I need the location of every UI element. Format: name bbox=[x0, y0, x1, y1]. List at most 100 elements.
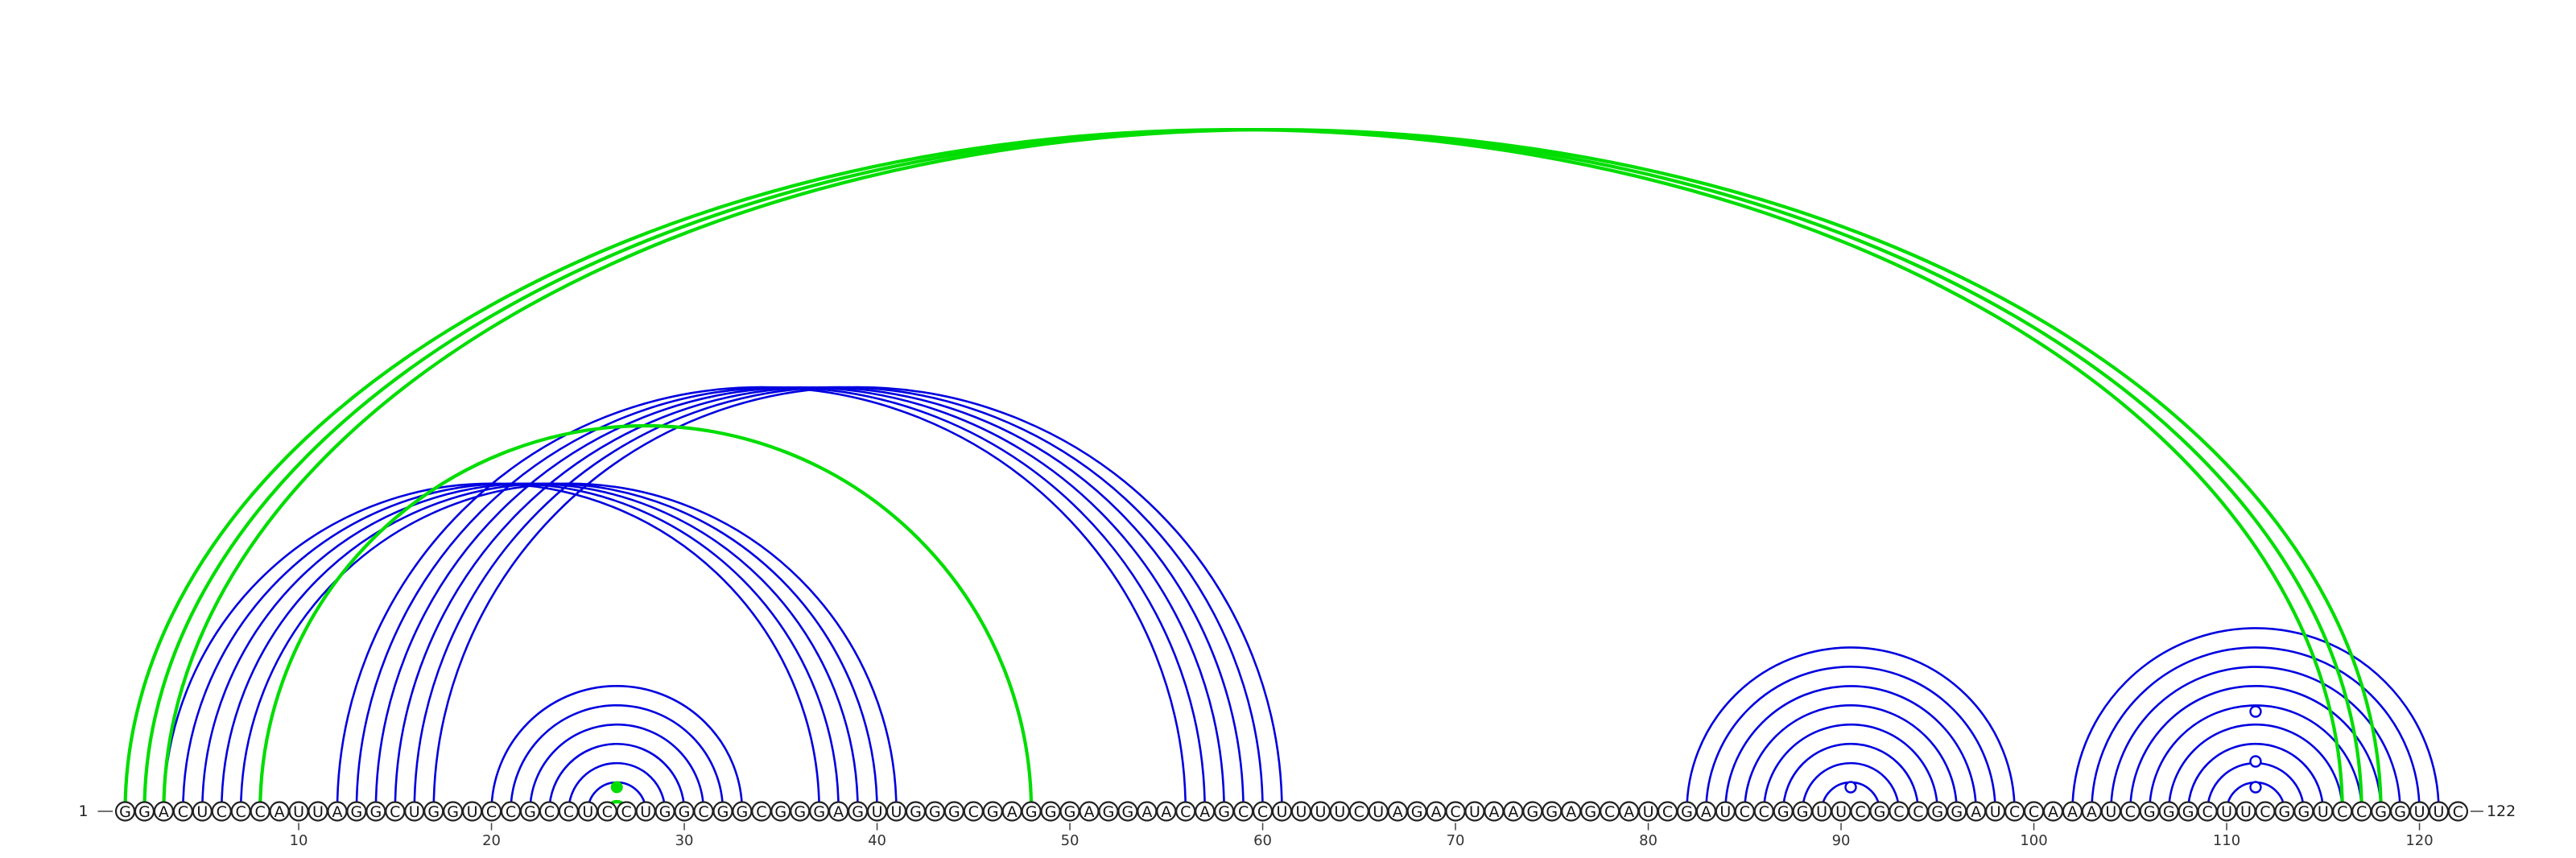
nucleotide-letter: A bbox=[1488, 803, 1499, 821]
nucleotide: G bbox=[1522, 801, 1543, 822]
nucleotide-letter: U bbox=[1295, 803, 1307, 821]
nucleotide-letter: U bbox=[872, 803, 883, 821]
nucleotide-letter: C bbox=[2356, 803, 2367, 821]
nucleotide: C bbox=[539, 801, 560, 822]
nucleotide: U bbox=[2100, 801, 2121, 822]
nucleotide: C bbox=[2120, 801, 2140, 822]
nucleotide: G bbox=[905, 801, 927, 822]
nucleotide: G bbox=[2293, 801, 2314, 822]
base-pair-arc-blue bbox=[1781, 742, 1920, 812]
nucleotide: U bbox=[461, 801, 483, 822]
nucleotide-letter: G bbox=[948, 803, 960, 821]
nucleotide-letter: A bbox=[1199, 803, 1210, 821]
nucleotide-letter: U bbox=[582, 803, 593, 821]
nucleotide: G bbox=[654, 801, 675, 822]
nucleotide-letter: C bbox=[178, 803, 188, 821]
nucleotide-letter: C bbox=[968, 803, 979, 821]
nucleotide: G bbox=[943, 801, 964, 822]
nucleotide: A bbox=[1195, 801, 1216, 822]
nucleotide: C bbox=[1232, 801, 1254, 822]
nucleotide-letter: A bbox=[1431, 803, 1442, 821]
base-pair-arc-blue bbox=[2071, 627, 2440, 812]
nucleotide: U bbox=[1715, 801, 1736, 822]
nucleotide-letter: U bbox=[2221, 803, 2232, 821]
axis-layer: 1 122 10 20 30 40 50 60 70 80 90 100 110 120 bbox=[79, 802, 2516, 849]
base-pair-arc-blue bbox=[568, 761, 667, 812]
axis-tick-label: 120 bbox=[2405, 832, 2433, 849]
nucleotide: G bbox=[519, 801, 541, 822]
nucleotide: U bbox=[1310, 801, 1331, 822]
nucleotide-letter: U bbox=[196, 803, 208, 821]
nucleotide: A bbox=[1966, 801, 1987, 822]
base-pair-arc-blue bbox=[1744, 703, 1959, 812]
nucleotide-letter: C bbox=[2453, 803, 2463, 821]
nucleotide-letter: C bbox=[1855, 803, 1865, 821]
nucleotide: G bbox=[1869, 801, 1890, 822]
loop-marker bbox=[1844, 781, 1857, 794]
nucleotide: G bbox=[2390, 801, 2411, 822]
nucleotide: G bbox=[790, 801, 811, 822]
nucleotide: G bbox=[1117, 801, 1138, 822]
nucleotide-letter: C bbox=[602, 803, 613, 821]
nucleotide-letter: C bbox=[390, 803, 400, 821]
nucleotide-letter: G bbox=[794, 803, 806, 821]
nucleotide: G bbox=[114, 801, 136, 822]
base-pair-arc-blue bbox=[2167, 723, 2344, 812]
nucleotide: C bbox=[693, 801, 714, 822]
nucleotide-letter: G bbox=[427, 803, 440, 821]
axis-tick-label: 100 bbox=[2020, 832, 2047, 849]
nucleotide-letter: G bbox=[138, 803, 151, 821]
nucleotide: A bbox=[327, 801, 348, 822]
nucleotide: G bbox=[732, 801, 753, 822]
nucleotide-letter: G bbox=[1218, 803, 1230, 821]
nucleotide: A bbox=[2062, 801, 2083, 822]
nucleotide-letter: A bbox=[1161, 803, 1171, 821]
nucleotide-letter: G bbox=[2144, 803, 2156, 821]
nucleotide-letter: C bbox=[564, 803, 574, 821]
nucleotide-letter: C bbox=[1180, 803, 1191, 821]
nucleotide: G bbox=[674, 801, 695, 822]
nucleotide: U bbox=[1831, 801, 1852, 822]
axis-tick-label: 70 bbox=[1447, 832, 1465, 849]
nucleotide: C bbox=[1252, 801, 1274, 822]
nucleotide: G bbox=[1927, 801, 1948, 822]
base-pair-arc-blue bbox=[1686, 646, 2016, 812]
nucleotide: G bbox=[1542, 801, 1563, 822]
nucleotide-letter: C bbox=[756, 803, 766, 821]
nucleotide-letter: C bbox=[1604, 803, 1615, 821]
nucleotide: A bbox=[1618, 801, 1640, 822]
nucleotide: G bbox=[1773, 801, 1794, 822]
nucleotide-letter: A bbox=[2067, 803, 2078, 821]
nucleotide: C bbox=[500, 801, 522, 822]
nucleotide: U bbox=[635, 801, 656, 822]
nucleotide: C bbox=[1445, 801, 1466, 822]
base-pair-arc-blue bbox=[2148, 703, 2363, 812]
nucleotide-letter: C bbox=[698, 803, 708, 821]
nucleotide: A bbox=[2042, 801, 2064, 822]
nucleotide: U bbox=[1637, 801, 1659, 822]
nucleotide-letter: C bbox=[544, 803, 555, 821]
nucleotide: C bbox=[1657, 801, 1678, 822]
nucleotide: G bbox=[1580, 801, 1601, 822]
nucleotide: G bbox=[443, 801, 464, 822]
markers-layer bbox=[610, 705, 2262, 794]
nucleotide: G bbox=[982, 801, 1003, 822]
nucleotide-letter: C bbox=[1893, 803, 1904, 821]
nucleotide-letter: C bbox=[1759, 803, 1769, 821]
nucleotide-letter: C bbox=[486, 803, 497, 821]
nucleotide-letter: U bbox=[2414, 803, 2425, 821]
nucleotide-letter: G bbox=[987, 803, 999, 821]
nucleotide-letter: U bbox=[640, 803, 651, 821]
nucleotide-letter: C bbox=[1913, 803, 1923, 821]
axis-tick-label: 90 bbox=[1832, 832, 1851, 849]
nucleotide: C bbox=[172, 801, 193, 822]
nucleotide: U bbox=[288, 801, 309, 822]
nucleotide-letter: G bbox=[1546, 803, 1558, 821]
base-pair-arc-blue bbox=[432, 386, 1283, 812]
nucleotide: C bbox=[211, 801, 232, 822]
nucleotide-letter: U bbox=[2434, 803, 2445, 821]
nucleotide: C bbox=[250, 801, 270, 822]
nucleotide: G bbox=[2274, 801, 2295, 822]
nucleotide-letter: C bbox=[217, 803, 227, 821]
